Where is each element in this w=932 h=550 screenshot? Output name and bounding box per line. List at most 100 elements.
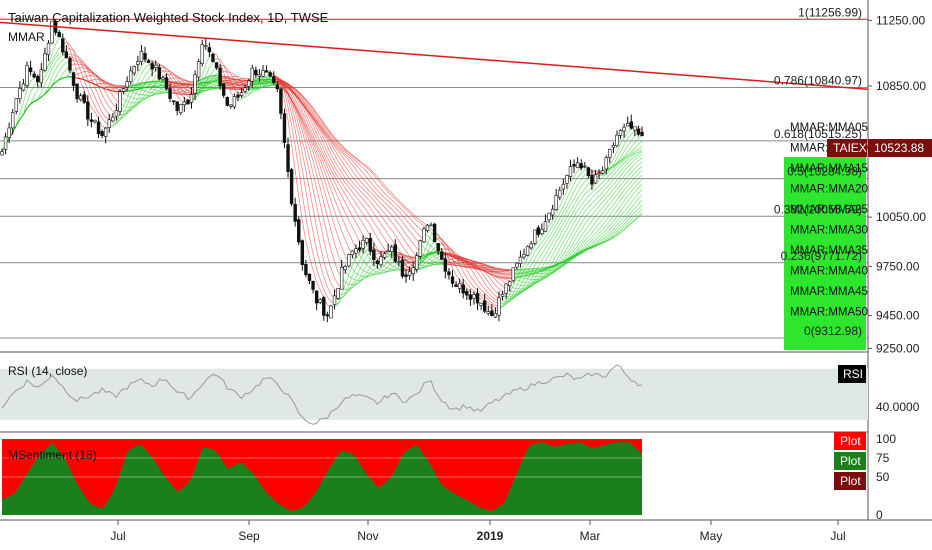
candle-body <box>536 227 541 235</box>
ma-line <box>1 53 67 152</box>
rsi-line <box>1 364 643 425</box>
rsi-title[interactable]: RSI (14, close) <box>8 364 87 378</box>
candle-body <box>508 281 512 286</box>
ma-line <box>1 65 71 152</box>
candle-body <box>386 250 390 253</box>
ma-line <box>123 88 171 100</box>
candle-body <box>78 95 83 101</box>
last-price-value: 10523.88 <box>874 141 924 155</box>
candle-body <box>214 62 219 69</box>
sentiment-legend-label: Plot <box>840 454 861 468</box>
candle-body <box>468 294 473 300</box>
ma-line <box>220 81 246 90</box>
candle-body <box>247 80 251 87</box>
ribbon-legend-item: MMAR:MMA30 <box>790 225 868 237</box>
candle-body <box>561 183 566 190</box>
candle-body <box>572 163 576 167</box>
ma-line <box>402 267 414 271</box>
candle-body <box>186 99 190 105</box>
ma-line <box>445 257 514 277</box>
ma-ribbon <box>1 36 643 312</box>
ma-line <box>513 208 643 271</box>
candle-body <box>329 305 333 319</box>
ma-line <box>277 83 428 227</box>
candle-body <box>568 166 573 177</box>
ma-line <box>402 256 417 262</box>
candle-body <box>579 163 583 169</box>
candle-body <box>39 69 44 84</box>
candle-body <box>289 169 294 205</box>
candle-body <box>550 208 555 216</box>
ma-line <box>338 255 375 295</box>
candle-body <box>68 57 72 71</box>
last-price-label: TAIEX <box>833 141 867 155</box>
ma-line <box>273 79 418 257</box>
price-tick-label: 10050.00 <box>876 210 926 224</box>
candle-body <box>3 136 8 150</box>
candle-body <box>407 271 412 276</box>
candle-body <box>429 224 433 227</box>
candle-body <box>225 97 229 106</box>
candle-body <box>615 134 619 146</box>
time-tick-label: Mar <box>580 529 601 543</box>
candle-body <box>618 130 623 136</box>
candle-body <box>279 88 283 114</box>
candle-body <box>565 175 569 184</box>
candle-body <box>640 131 644 136</box>
candle-body <box>189 94 194 103</box>
sentiment-legend-swatch <box>834 472 866 490</box>
candle-body <box>218 67 222 87</box>
ma-line <box>513 194 643 274</box>
candle-body <box>558 190 562 198</box>
candle-body <box>236 94 240 98</box>
sentiment-area <box>2 439 642 515</box>
candle-body <box>221 83 226 96</box>
sentiment-title[interactable]: MSentiment (18) <box>8 448 97 462</box>
trend-line[interactable] <box>0 21 869 91</box>
candle-body <box>633 126 637 131</box>
fib-label: 0.236(9771.72) <box>781 249 862 263</box>
candle-body <box>525 245 530 256</box>
time-axis: Jul Sep Nov 2019 Mar May Jul <box>110 520 846 543</box>
candle-body <box>150 63 154 70</box>
ma-line <box>112 68 160 120</box>
candle-body <box>418 240 423 257</box>
candle-body <box>261 70 265 77</box>
ma-line <box>212 52 235 98</box>
candle-body <box>207 47 212 53</box>
candle-body <box>575 162 580 169</box>
fib-label: 1(11256.99) <box>798 5 862 19</box>
ma-line <box>66 48 114 123</box>
candle-body <box>211 54 215 62</box>
candle-body <box>250 67 254 82</box>
candle-body <box>600 170 605 174</box>
ma-line <box>66 53 114 118</box>
candle-body <box>0 151 4 156</box>
ma-line <box>1 76 74 152</box>
candle-body <box>547 212 551 221</box>
candle-body <box>518 256 523 264</box>
candle-body <box>604 157 608 170</box>
ma-line <box>434 232 514 273</box>
candle-body <box>118 91 122 112</box>
indicator-label[interactable]: MMAR <box>8 30 45 44</box>
ma-line <box>369 247 382 264</box>
candle-body <box>382 253 387 258</box>
candle-body <box>343 266 347 270</box>
candle-body <box>443 258 448 272</box>
candle-body <box>311 281 315 290</box>
candle-body <box>264 70 269 73</box>
candle-body <box>136 61 140 65</box>
rsi-axis: 40.0000 <box>876 400 920 414</box>
candle-body <box>182 101 187 106</box>
ma-line <box>420 251 446 265</box>
candle-body <box>107 119 111 128</box>
ma-line <box>159 67 196 95</box>
ma-line <box>166 83 192 96</box>
ribbon-legend-item: MMAR:MMA45 <box>790 286 868 298</box>
ribbon-legend-item: MMAR:MMA50 <box>790 307 868 319</box>
ma-line <box>498 167 582 311</box>
ma-line <box>513 161 643 284</box>
candle-body <box>425 224 430 231</box>
ribbon-legend-item: MMAR:MMA35 <box>790 245 868 257</box>
